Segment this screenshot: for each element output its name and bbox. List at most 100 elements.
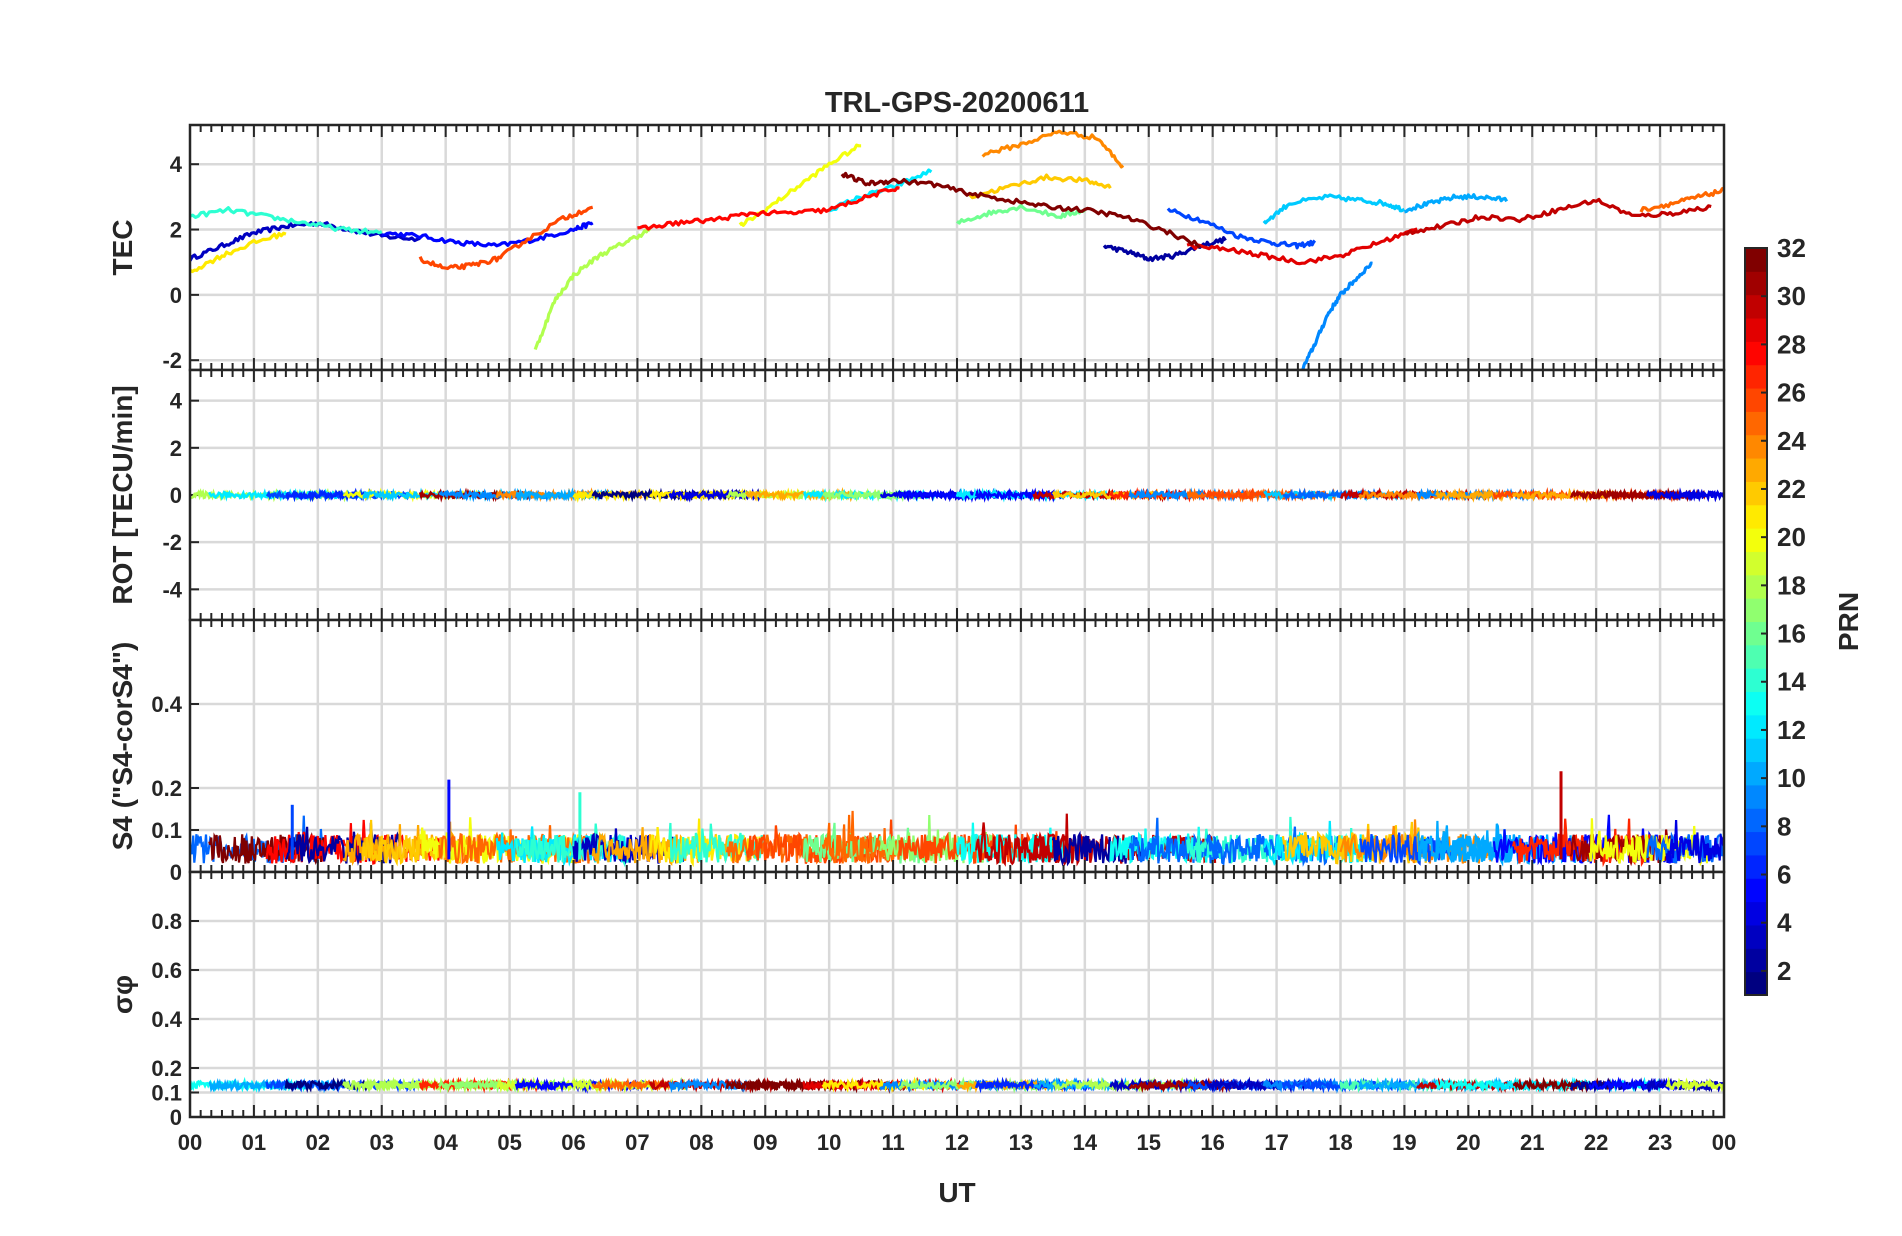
tec-series-prn-16 [956,203,1086,225]
chart-title: TRL-GPS-20200611 [825,87,1089,119]
colorbar-tick-label: 8 [1777,811,1791,841]
x-tick-label: 20 [1456,1130,1480,1155]
colorbar-segment [1745,481,1767,506]
tec-series-prn-21 [190,231,287,274]
colorbar-segment [1745,598,1767,622]
tec-series-prn-29 [1186,227,1418,266]
y-tick-label: 0.4 [151,1007,182,1032]
panel-tec: -2 0 2 4 TEC [107,123,1726,373]
x-tick-label: 00 [1712,1130,1736,1155]
colorbar-segment [1745,621,1767,646]
x-tick-label: 21 [1520,1130,1544,1155]
tec-series-prn-12 [828,168,933,213]
colorbar-segment [1745,504,1767,529]
data-layer [190,771,1724,868]
tec-series-prn-32 [840,171,1202,249]
y-tick-label: 0.4 [151,692,182,717]
y-axis-label-s4: S4 ("S4-corS4") [107,642,138,851]
colorbar-segment [1745,901,1767,926]
colorbar-segment [1745,644,1767,669]
y-tick-label: 2 [170,436,182,461]
rot-trace-prn-4 [1666,487,1724,503]
tec-series-prn-9 [1301,261,1373,370]
y-tick-label: 0 [170,483,182,508]
s4-trace-prn-22 [361,819,454,867]
x-tick-label: 12 [945,1130,969,1155]
x-tick-label: 04 [433,1130,458,1155]
y-tick-label: 0.8 [151,909,182,934]
data-layer [190,487,1724,503]
colorbar-tick-label: 22 [1777,474,1806,504]
colorbar-frame [1744,247,1768,996]
s4-trace-prn-4 [1665,819,1724,864]
colorbar-segment [1745,808,1767,833]
colorbar-segment [1745,878,1767,903]
colorbar-segment [1745,714,1767,739]
colorbar-tick-label: 14 [1777,667,1806,697]
colorbar-segment [1745,411,1767,436]
colorbar-segment [1745,528,1767,552]
tec-series-prn-2 [1102,236,1227,263]
s4-trace-prn-12 [1262,820,1373,866]
tec-series-prn-18 [533,227,652,351]
panel-rot: -4 -2 0 2 4 ROT [TECU/min] [107,368,1726,622]
colorbar-segment [1745,738,1767,763]
colorbar-segment [1745,574,1767,599]
colorbar-tick-label: 32 [1777,233,1806,263]
y-axis-label-sigphi: σφ [107,975,138,1014]
x-tick-label: 23 [1648,1130,1672,1155]
x-tick-label: 13 [1009,1130,1033,1155]
x-tick-label: 09 [753,1130,777,1155]
panel-s4: 0 0.1 0.2 0.4 S4 ("S4-corS4") [107,618,1726,885]
y-tick-label: 0.2 [151,1056,182,1081]
colorbar-segment [1745,971,1767,996]
y-tick-label: 4 [170,152,183,177]
y-tick-label: 0.2 [151,776,182,801]
tec-series-prn-5 [381,221,594,248]
tec-series-prn-22 [968,173,1112,200]
y-tick-label: 0.1 [151,1081,182,1106]
colorbar-segment [1745,948,1767,973]
tec-series-prn-30 [1404,197,1712,236]
tec-series-prn-10 [1404,193,1509,214]
colorbar-tick-label: 28 [1777,329,1806,359]
tec-series-prn-26 [418,205,594,271]
colorbar-tick-label: 18 [1777,570,1806,600]
colorbar-segment [1745,434,1767,459]
colorbar-tick-label: 16 [1777,619,1806,649]
x-tick-label: 16 [1200,1130,1224,1155]
colorbar-segment [1745,248,1767,272]
x-tick-label: 22 [1584,1130,1608,1155]
colorbar-segment [1745,924,1767,949]
tec-series-prn-11 [1262,193,1406,225]
s4-trace-prn-27 [1512,818,1654,868]
colorbar-segment [1745,271,1767,296]
colorbar-segment [1745,364,1767,389]
colorbar-tick-label: 4 [1777,908,1792,938]
colorbar-tick-label: 20 [1777,522,1806,552]
y-axis-label-tec: TEC [107,220,138,276]
colorbar-segment [1745,668,1767,693]
y-tick-label: -2 [162,348,182,373]
y-tick-label: 0 [170,1105,182,1130]
x-tick-label: 14 [1073,1130,1098,1155]
y-tick-label: 0.6 [151,958,182,983]
colorbar-tick-label: 24 [1777,426,1806,456]
tec-series-prn-7 [1166,207,1317,250]
colorbar-segment [1745,784,1767,809]
s4-trace-prn-30 [975,822,1069,867]
y-tick-label: 0.1 [151,818,182,843]
y-tick-label: -4 [162,577,182,602]
tec-series-prn-24 [981,129,1125,169]
colorbar-label: PRN [1833,592,1864,651]
y-tick-label: 0 [170,283,182,308]
x-axis-ticks: 00 01 02 03 04 05 06 07 08 09 10 11 12 13 14 15 16 17 18 19… [178,1130,1736,1155]
x-tick-label: 01 [242,1130,266,1155]
x-axis-label: UT [938,1177,975,1208]
colorbar-tick-label: 2 [1777,956,1791,986]
x-tick-label: 02 [306,1130,330,1155]
x-tick-label: 11 [881,1130,904,1155]
tec-series-prn-3 [190,221,421,262]
